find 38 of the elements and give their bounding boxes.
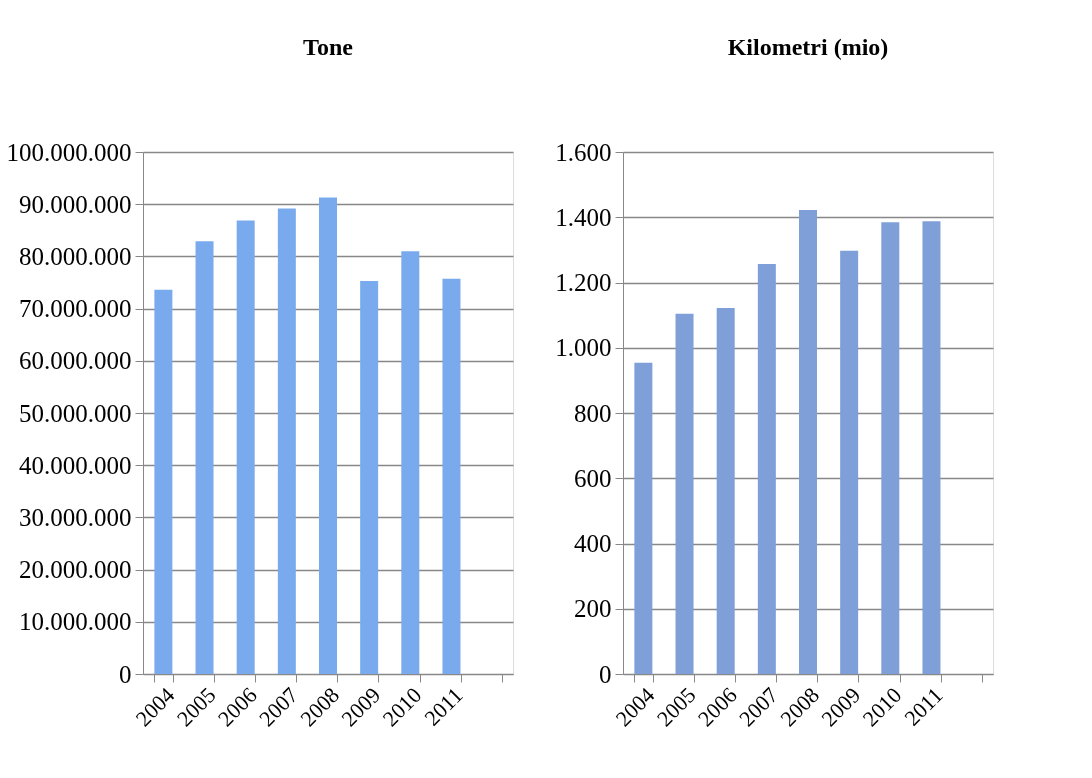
y-tick-label: 100.000.000 [6, 138, 132, 166]
bar [236, 220, 255, 674]
bar [922, 221, 941, 674]
y-tick-label: 1.400 [555, 203, 612, 231]
bar [716, 307, 735, 674]
bar [195, 241, 214, 674]
y-tick-label: 90.000.000 [19, 190, 132, 218]
bar [277, 208, 296, 674]
y-tick-label: 0 [599, 660, 612, 688]
bar [881, 222, 900, 674]
y-tick-label: 1.200 [555, 269, 612, 296]
y-tick-label: 0 [119, 660, 132, 688]
y-tick-label: 10.000.000 [19, 608, 132, 636]
y-tick-label: 60.000.000 [19, 347, 132, 375]
bar [757, 263, 776, 674]
y-tick-label: 50.000.000 [19, 399, 132, 427]
y-tick-label: 30.000.000 [19, 503, 132, 531]
y-tick-label: 1.600 [555, 138, 612, 166]
y-tick-label: 80.000.000 [19, 242, 132, 270]
chart-title: Kilometri (mio) [727, 34, 889, 60]
y-tick-label: 400 [574, 530, 612, 557]
y-tick-label: 40.000.000 [19, 451, 132, 479]
bar [675, 313, 694, 674]
bar [634, 362, 653, 674]
y-tick-label: 800 [574, 399, 612, 427]
bar [799, 210, 817, 674]
chart-title: Tone [303, 34, 354, 60]
y-tick-label: 1.000 [555, 334, 612, 362]
y-tick-label: 20.000.000 [19, 556, 132, 584]
y-tick-label: 70.000.000 [19, 295, 132, 323]
y-tick-label: 600 [574, 464, 612, 492]
y-tick-label: 200 [574, 595, 612, 623]
bar [840, 250, 859, 674]
bar [154, 289, 173, 674]
bar [442, 278, 461, 674]
bar [401, 251, 420, 674]
bar [319, 197, 337, 674]
bar [360, 280, 379, 674]
